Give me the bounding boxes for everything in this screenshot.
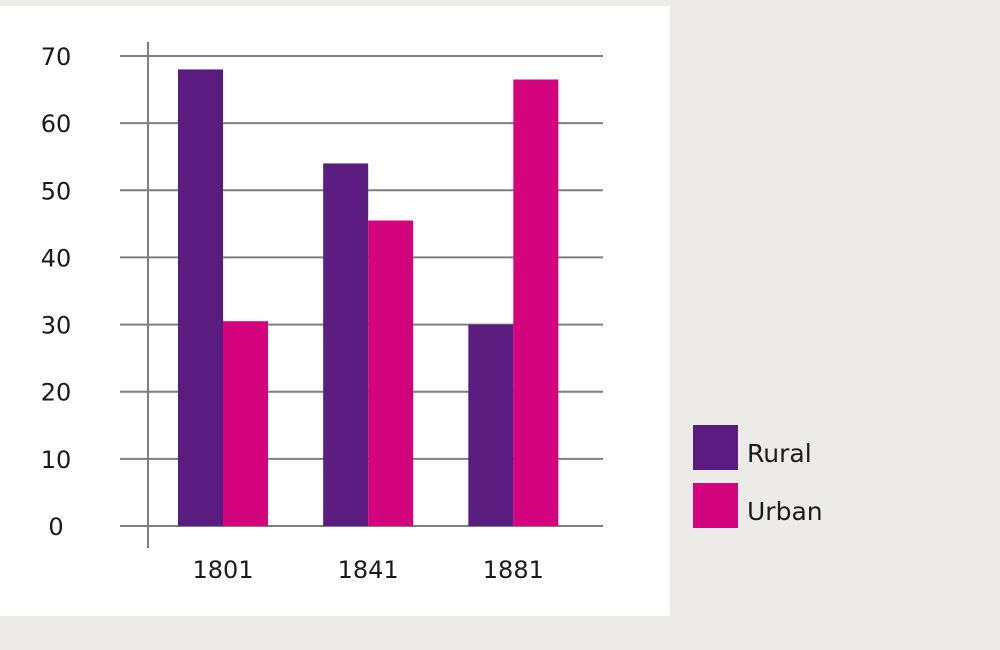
y-tick-label: 40 bbox=[41, 244, 72, 272]
bar-urban-1801 bbox=[223, 321, 268, 526]
bar-rural-1801 bbox=[178, 69, 223, 526]
bar-rural-1841 bbox=[323, 163, 369, 526]
x-tick-labels: 1801 1841 1881 bbox=[192, 556, 543, 584]
y-tick-labels: 0 10 20 30 40 50 60 70 bbox=[41, 43, 72, 541]
bar-urban-1881 bbox=[513, 79, 559, 526]
y-tick-label: 10 bbox=[41, 446, 72, 474]
x-tick-label: 1841 bbox=[338, 556, 399, 584]
x-tick-label: 1801 bbox=[192, 556, 253, 584]
y-tick-label: 30 bbox=[41, 312, 72, 340]
chart-panel: 0 10 20 30 40 50 60 70 1801 1841 1881 bbox=[0, 6, 670, 616]
x-tick-label: 1881 bbox=[483, 556, 544, 584]
bars bbox=[178, 69, 559, 526]
legend-label-rural: Rural bbox=[747, 439, 812, 468]
legend-swatch-urban bbox=[693, 483, 738, 528]
legend-swatch-rural bbox=[693, 425, 738, 470]
bar-chart: 0 10 20 30 40 50 60 70 1801 1841 1881 bbox=[41, 42, 603, 584]
y-tick-label: 70 bbox=[41, 43, 72, 71]
y-tick-label: 0 bbox=[48, 513, 63, 541]
y-tick-label: 20 bbox=[41, 379, 72, 407]
y-tick-label: 60 bbox=[41, 110, 72, 138]
bar-rural-1881 bbox=[468, 324, 514, 526]
bar-urban-1841 bbox=[368, 220, 414, 526]
y-tick-label: 50 bbox=[41, 177, 72, 205]
legend-label-urban: Urban bbox=[747, 497, 823, 526]
